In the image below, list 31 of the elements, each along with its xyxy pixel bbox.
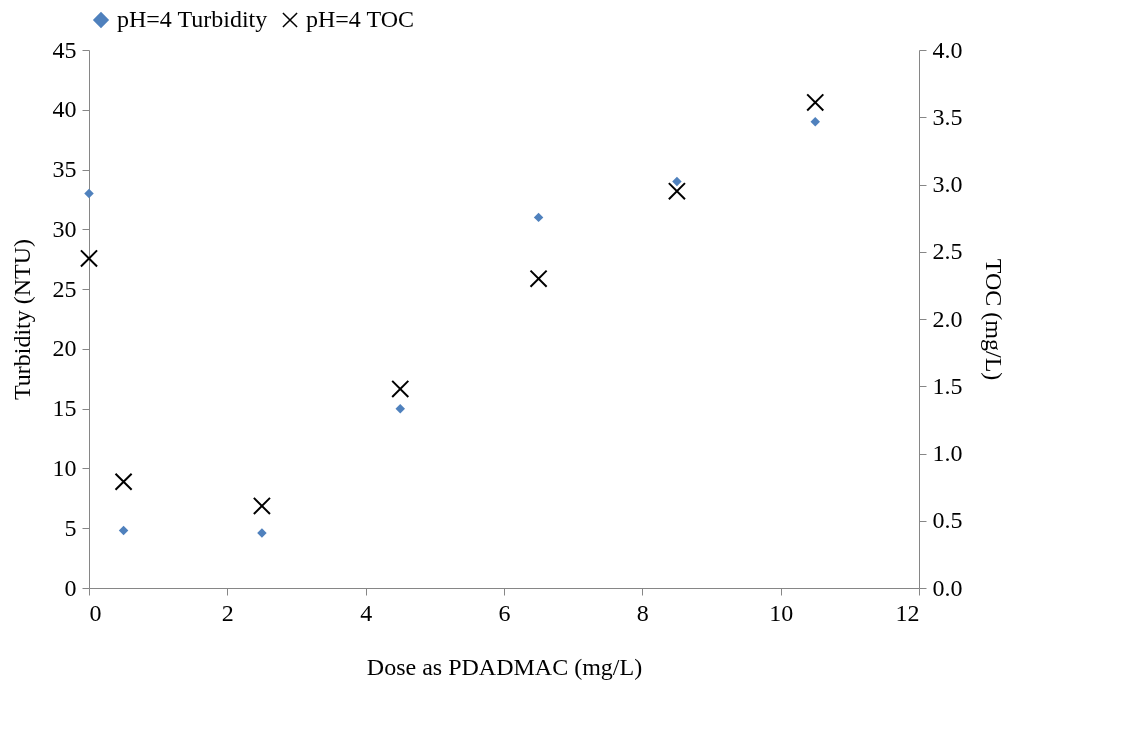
y-tick-label: 35 bbox=[52, 156, 77, 183]
y-tick-label: 5 bbox=[64, 514, 77, 541]
y2-tick-label: 3.5 bbox=[932, 103, 963, 130]
x-tick-label: 12 bbox=[895, 599, 920, 626]
y-tick-label: 25 bbox=[52, 275, 77, 302]
x-tick-label: 2 bbox=[221, 599, 234, 626]
y-tick-label: 10 bbox=[52, 454, 77, 481]
y2-tick-label: 1.5 bbox=[932, 372, 963, 399]
x-tick-label: 6 bbox=[498, 599, 511, 626]
y2-axis-title: TOC (mg/L) bbox=[980, 258, 1007, 381]
y-tick-label: 0 bbox=[64, 574, 77, 601]
legend-label: pH=4 Turbidity bbox=[117, 6, 268, 32]
x-tick-label: 0 bbox=[89, 599, 102, 626]
x-tick-label: 4 bbox=[360, 599, 373, 626]
y-tick-label: 40 bbox=[52, 96, 77, 123]
y2-tick-label: 4.0 bbox=[932, 36, 963, 63]
y-tick-label: 15 bbox=[52, 395, 77, 422]
y-tick-label: 30 bbox=[52, 215, 77, 242]
legend-label: pH=4 TOC bbox=[306, 6, 414, 32]
y-axis-title: Turbidity (NTU) bbox=[8, 238, 35, 401]
x-tick-label: 8 bbox=[636, 599, 649, 626]
x-tick-label: 10 bbox=[769, 599, 794, 626]
y2-tick-label: 0.0 bbox=[932, 574, 963, 601]
x-axis-title: Dose as PDADMAC (mg/L) bbox=[366, 653, 643, 680]
y2-tick-label: 2.5 bbox=[932, 238, 963, 265]
y-tick-label: 20 bbox=[52, 335, 77, 362]
y2-tick-label: 0.5 bbox=[932, 507, 963, 534]
y2-tick-label: 3.0 bbox=[932, 171, 963, 197]
y2-tick-label: 1.0 bbox=[932, 440, 963, 466]
y2-tick-label: 2.0 bbox=[932, 305, 963, 332]
y-tick-label: 45 bbox=[52, 36, 77, 63]
